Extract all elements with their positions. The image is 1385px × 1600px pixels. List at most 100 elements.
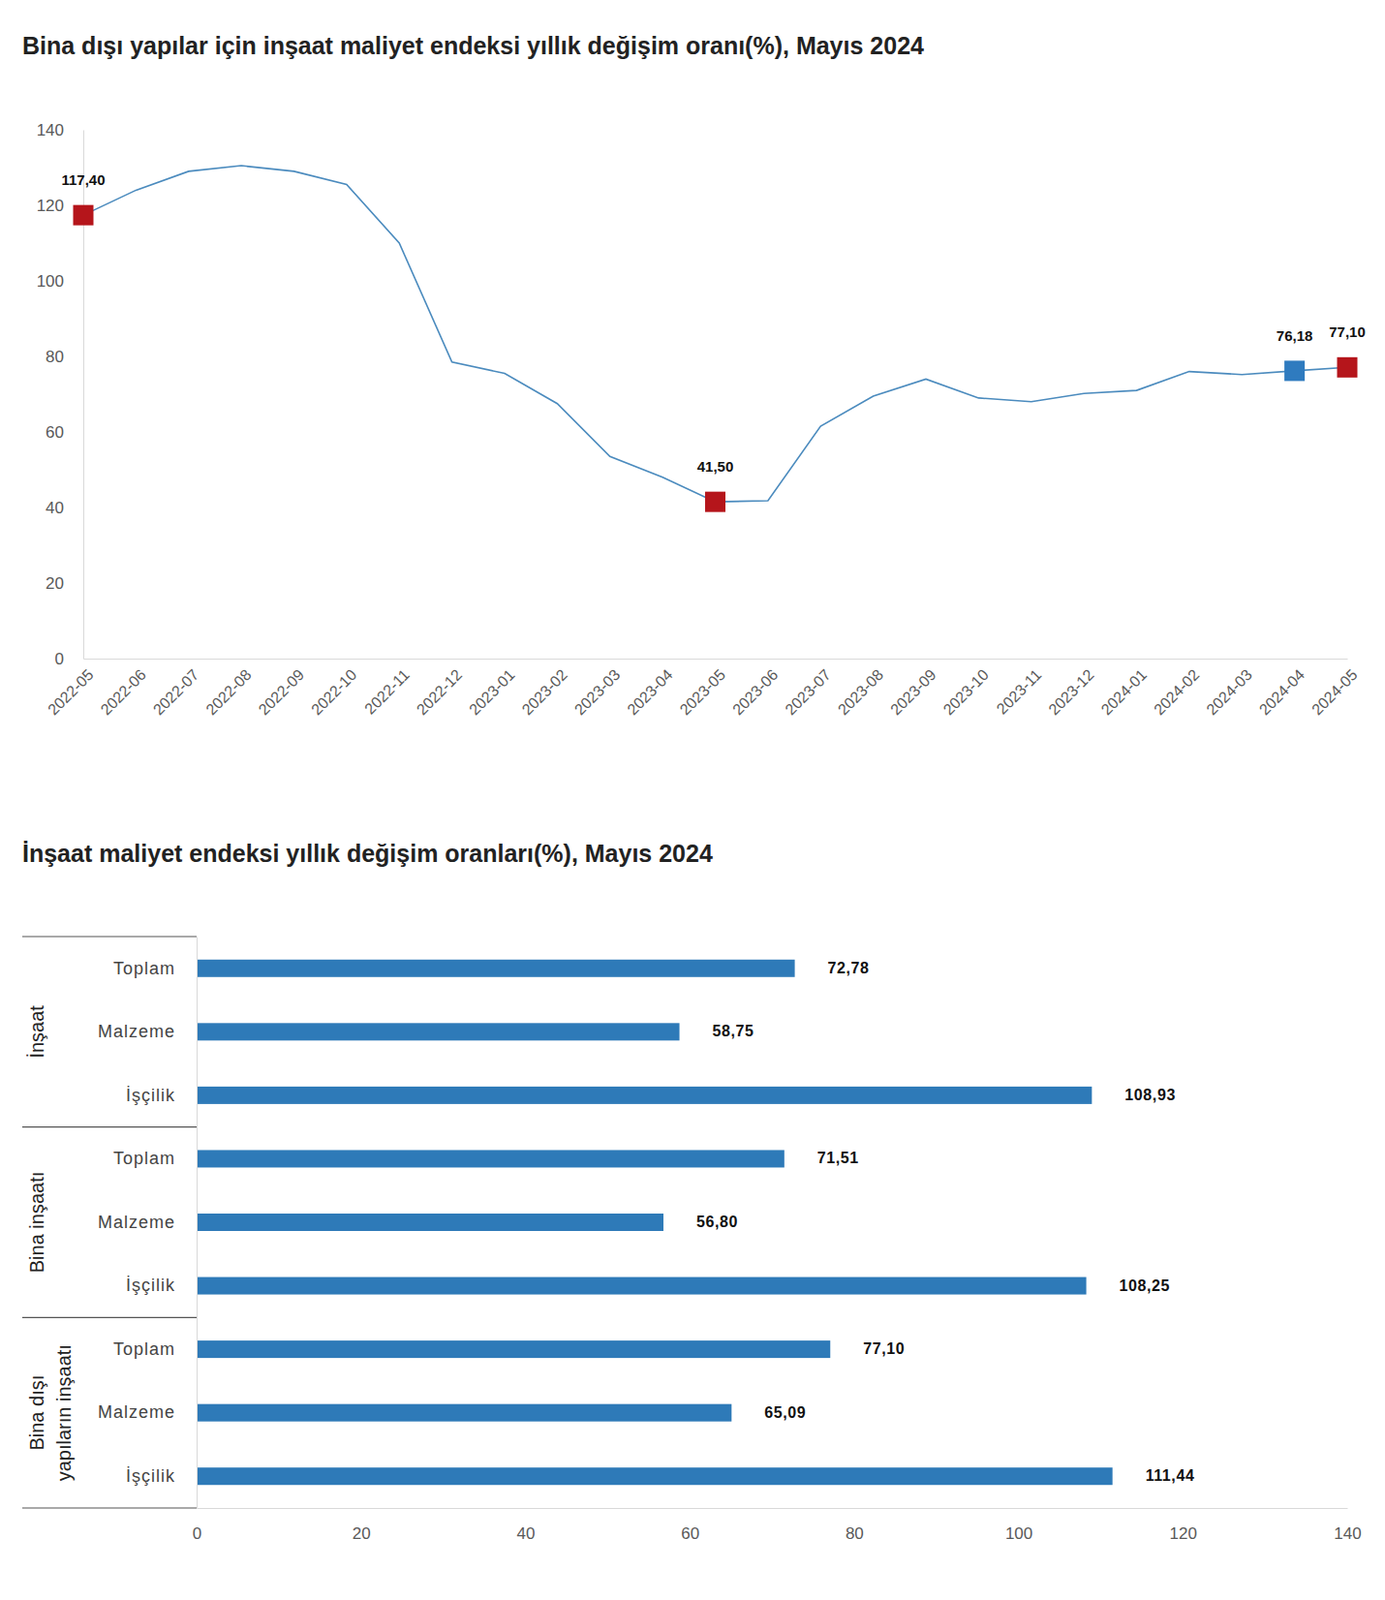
y-tick-label: 120	[36, 196, 64, 216]
y-tick-label: 100	[36, 272, 64, 291]
data-label: 58,75	[712, 1022, 755, 1040]
axis-line	[197, 1508, 1349, 1509]
y-tick-label: 40	[45, 498, 64, 518]
x-tick: 2022-09	[255, 658, 308, 718]
x-tick-label: 20	[352, 1524, 371, 1543]
y-axis: 020406080100120140	[36, 121, 85, 669]
x-tick-label: 2022-09	[255, 666, 308, 719]
y-tick-label: Toplam	[113, 958, 176, 979]
group-label: Bina inşaatı	[26, 1171, 48, 1274]
marker	[73, 205, 94, 226]
data-label: 111,44	[1145, 1467, 1196, 1484]
data-labels: 117,4041,5076,1877,10	[61, 171, 1365, 475]
data-label: 41,50	[697, 458, 735, 475]
chart-title: Bina dışı yapılar için inşaat maliyet en…	[22, 31, 924, 60]
x-tick: 2024-04	[1256, 658, 1309, 718]
y-tick: 20	[45, 574, 84, 593]
x-tick-label: 2023-07	[781, 666, 834, 719]
data-label: 77,10	[1328, 323, 1366, 340]
x-tick-label: 2024-05	[1308, 666, 1361, 719]
x-tick: 2023-05	[677, 658, 730, 718]
x-tick: 0	[192, 1508, 202, 1543]
x-tick-label: 2023-09	[887, 666, 940, 719]
x-tick: 2023-12	[1045, 658, 1098, 718]
group-separator	[22, 1126, 197, 1128]
x-tick: 100	[1005, 1508, 1033, 1543]
bar	[196, 1022, 680, 1041]
x-tick-label: 2022-05	[44, 666, 97, 719]
x-tick: 2023-07	[781, 658, 834, 718]
x-tick-label: 2023-05	[677, 666, 730, 719]
x-tick: 2023-03	[571, 658, 624, 718]
y-tick: Toplam	[113, 1148, 197, 1169]
x-tick-label: 2023-12	[1045, 666, 1098, 719]
bar	[196, 1277, 1087, 1295]
x-tick-label: 80	[845, 1524, 864, 1543]
y-tick: İşçilik	[125, 1275, 197, 1295]
group-separator	[22, 1317, 197, 1319]
x-tick-label: 2022-10	[307, 666, 361, 719]
x-tick-label: 2023-10	[939, 666, 992, 719]
y-tick: 40	[45, 498, 84, 518]
x-tick-label: 2023-04	[623, 666, 677, 719]
bar	[196, 1149, 785, 1168]
plot-area	[73, 165, 1358, 513]
y-tick: Toplam	[113, 958, 197, 979]
x-tick: 2023-10	[939, 658, 992, 718]
y-tick: 0	[55, 649, 84, 669]
data-label: 76,18	[1276, 327, 1314, 344]
y-tick-label: 80	[45, 347, 64, 367]
x-tick-label: 2023-06	[729, 666, 782, 719]
bar	[196, 1467, 1113, 1485]
x-tick: 2024-03	[1202, 658, 1256, 718]
bar	[196, 959, 796, 978]
x-tick: 2022-12	[413, 658, 466, 718]
y-tick-label: 20	[45, 574, 64, 593]
y-tick: İşçilik	[125, 1085, 197, 1106]
y-tick: 100	[36, 272, 84, 291]
x-tick: 120	[1169, 1508, 1198, 1543]
x-axis: 020406080100120140	[192, 1508, 1362, 1543]
group-label: Bina dışıyapıların inşaatı	[26, 1344, 75, 1481]
y-tick-label: Malzeme	[97, 1021, 176, 1042]
x-tick: 20	[352, 1508, 371, 1543]
bar	[196, 1086, 1092, 1105]
x-tick-label: 2024-01	[1098, 666, 1151, 719]
marker	[1337, 357, 1358, 378]
page: Bina dışı yapılar için inşaat maliyet en…	[0, 0, 1385, 1600]
y-tick: Malzeme	[97, 1402, 197, 1422]
axis-line	[196, 937, 198, 1509]
x-tick-label: 2024-02	[1150, 666, 1203, 719]
marker	[1284, 360, 1305, 381]
x-tick: 2022-05	[44, 658, 97, 718]
x-tick: 2023-02	[518, 658, 571, 718]
data-label: 108,93	[1124, 1086, 1176, 1104]
x-tick: 140	[1333, 1508, 1361, 1543]
x-tick: 2022-10	[307, 658, 361, 718]
data-label: 71,51	[817, 1149, 860, 1167]
bar	[196, 1404, 732, 1422]
x-axis: 2022-052022-062022-072022-082022-092022-…	[44, 658, 1361, 718]
data-label: 72,78	[828, 959, 870, 977]
x-tick: 2023-01	[465, 658, 519, 718]
y-tick-label: 0	[55, 649, 64, 669]
group-label: İnşaat	[26, 1005, 48, 1059]
x-tick: 2022-11	[361, 658, 413, 718]
x-tick-label: 60	[680, 1524, 700, 1543]
marker	[705, 492, 726, 513]
y-tick: 80	[45, 347, 84, 367]
y-tick-label: İşçilik	[125, 1466, 176, 1486]
chart-title: İnşaat maliyet endeksi yıllık değişim or…	[22, 839, 713, 867]
group-separator	[22, 1507, 197, 1509]
x-tick: 2023-11	[993, 658, 1046, 718]
x-tick: 2023-06	[729, 658, 782, 718]
x-tick: 2024-01	[1098, 658, 1151, 718]
x-tick-label: 140	[1333, 1524, 1361, 1543]
x-tick-label: 2023-01	[465, 666, 519, 719]
x-tick: 2022-07	[150, 658, 203, 718]
x-tick-label: 120	[1169, 1524, 1198, 1543]
y-tick-label: İşçilik	[125, 1085, 176, 1106]
data-label: 56,80	[696, 1213, 739, 1231]
x-tick: 2022-06	[96, 658, 150, 718]
y-tick-label: Malzeme	[97, 1212, 176, 1232]
